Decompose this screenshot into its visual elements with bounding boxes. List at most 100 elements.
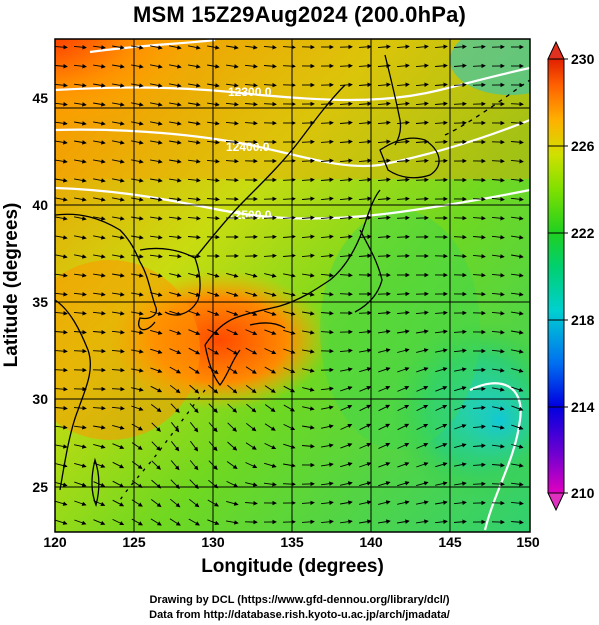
wind-arrow bbox=[74, 444, 87, 449]
wind-arrow bbox=[207, 519, 220, 525]
wind-arrow bbox=[434, 101, 448, 107]
wind-arrow bbox=[207, 272, 220, 278]
wind-arrow bbox=[397, 348, 410, 353]
wind-arrow bbox=[131, 499, 143, 507]
wind-arrow bbox=[244, 101, 258, 107]
wind-arrow bbox=[301, 519, 315, 525]
wind-arrow bbox=[189, 479, 199, 489]
wind-arrow bbox=[339, 63, 353, 69]
wind-arrow bbox=[301, 215, 315, 221]
wind-arrow bbox=[453, 519, 467, 525]
wind-arrow bbox=[511, 349, 524, 354]
wind-arrow bbox=[74, 83, 87, 88]
wind-arrow bbox=[245, 329, 258, 336]
wind-arrow bbox=[207, 329, 220, 336]
wind-arrow bbox=[93, 425, 106, 430]
wind-arrow bbox=[93, 140, 106, 145]
wind-arrow bbox=[415, 101, 429, 106]
wind-arrow bbox=[93, 64, 106, 69]
wind-arrow bbox=[340, 404, 353, 411]
wind-arrow bbox=[491, 177, 505, 183]
wind-arrow bbox=[169, 102, 182, 107]
wind-arrow bbox=[73, 292, 87, 297]
wind-arrow bbox=[340, 386, 353, 392]
wind-arrow bbox=[207, 347, 219, 355]
wind-arrow bbox=[510, 101, 524, 107]
wind-arrow bbox=[112, 140, 125, 145]
wind-arrow bbox=[264, 273, 277, 278]
wind-arrow bbox=[511, 386, 524, 392]
wind-arrow bbox=[302, 349, 315, 354]
wind-arrow bbox=[131, 64, 144, 69]
wind-arrow bbox=[472, 386, 486, 392]
wind-arrow bbox=[74, 273, 87, 278]
wind-arrow bbox=[397, 404, 410, 412]
wind-arrow bbox=[377, 177, 391, 182]
wind-arrow bbox=[472, 291, 486, 297]
wind-arrow bbox=[472, 481, 486, 487]
wind-arrow bbox=[397, 367, 410, 373]
wind-arrow bbox=[207, 366, 219, 375]
wind-arrow bbox=[169, 366, 181, 374]
wind-arrow bbox=[55, 463, 68, 468]
wind-arrow bbox=[263, 234, 277, 240]
wind-arrow bbox=[169, 197, 182, 202]
figure-title: MSM 15Z29Aug2024 (200.0hPa) bbox=[132, 2, 467, 27]
plot-frame bbox=[54, 38, 531, 533]
wind-arrow bbox=[453, 348, 467, 353]
wind-arrow bbox=[283, 348, 296, 354]
credit-drawing: Drawing by DCL (https://www.gfd-dennou.o… bbox=[149, 594, 450, 606]
wind-arrow bbox=[74, 197, 87, 202]
wind-arrow bbox=[378, 385, 391, 392]
wind-arrow bbox=[511, 367, 524, 373]
wind-arrow bbox=[150, 83, 163, 88]
wind-arrow bbox=[302, 387, 315, 392]
wind-arrow bbox=[491, 311, 505, 316]
wind-arrow bbox=[55, 481, 68, 487]
wind-arrow bbox=[454, 405, 467, 411]
wind-arrow bbox=[226, 520, 239, 525]
wind-arrow bbox=[491, 444, 505, 449]
wind-arrow bbox=[358, 177, 372, 182]
wind-arrow bbox=[188, 272, 201, 278]
wind-arrow bbox=[245, 442, 257, 450]
wind-arrow bbox=[378, 367, 391, 373]
wind-arrow bbox=[283, 385, 296, 393]
wind-arrow bbox=[359, 348, 372, 353]
wind-arrow bbox=[150, 45, 163, 50]
wind-arrow bbox=[112, 102, 125, 107]
wind-arrow bbox=[112, 83, 125, 88]
x-tick-label: 135 bbox=[280, 534, 304, 550]
wind-arrow bbox=[377, 310, 391, 316]
wind-arrow bbox=[55, 386, 68, 392]
wind-arrow bbox=[377, 158, 391, 163]
wind-arrow bbox=[453, 63, 467, 69]
wind-arrow bbox=[74, 235, 87, 240]
wind-arrow bbox=[207, 310, 220, 316]
wind-arrow bbox=[359, 519, 372, 524]
wind-arrow bbox=[396, 234, 410, 240]
wind-arrow bbox=[396, 63, 410, 68]
wind-arrow bbox=[226, 347, 238, 355]
wind-arrow bbox=[283, 292, 296, 297]
wind-arrow bbox=[131, 235, 144, 240]
wind-arrow bbox=[111, 367, 125, 373]
wind-arrow bbox=[358, 101, 372, 107]
wind-arrow bbox=[131, 292, 144, 297]
wind-arrow bbox=[511, 424, 524, 430]
wind-arrow bbox=[245, 482, 258, 487]
wind-arrow bbox=[416, 519, 429, 524]
wind-arrow bbox=[378, 442, 391, 449]
wind-arrow bbox=[510, 120, 524, 126]
wind-arrow bbox=[359, 481, 372, 487]
wind-arrow bbox=[511, 405, 524, 411]
wind-arrow bbox=[396, 101, 410, 106]
wind-arrow bbox=[472, 443, 486, 449]
coast-kyushu bbox=[204, 344, 241, 387]
wind-arrow bbox=[321, 424, 334, 429]
y-tick-label: 30 bbox=[32, 391, 48, 407]
wind-arrow bbox=[453, 500, 467, 505]
wind-arrow bbox=[264, 348, 277, 355]
wind-arrow bbox=[510, 139, 524, 145]
wind-arrow bbox=[245, 45, 258, 50]
